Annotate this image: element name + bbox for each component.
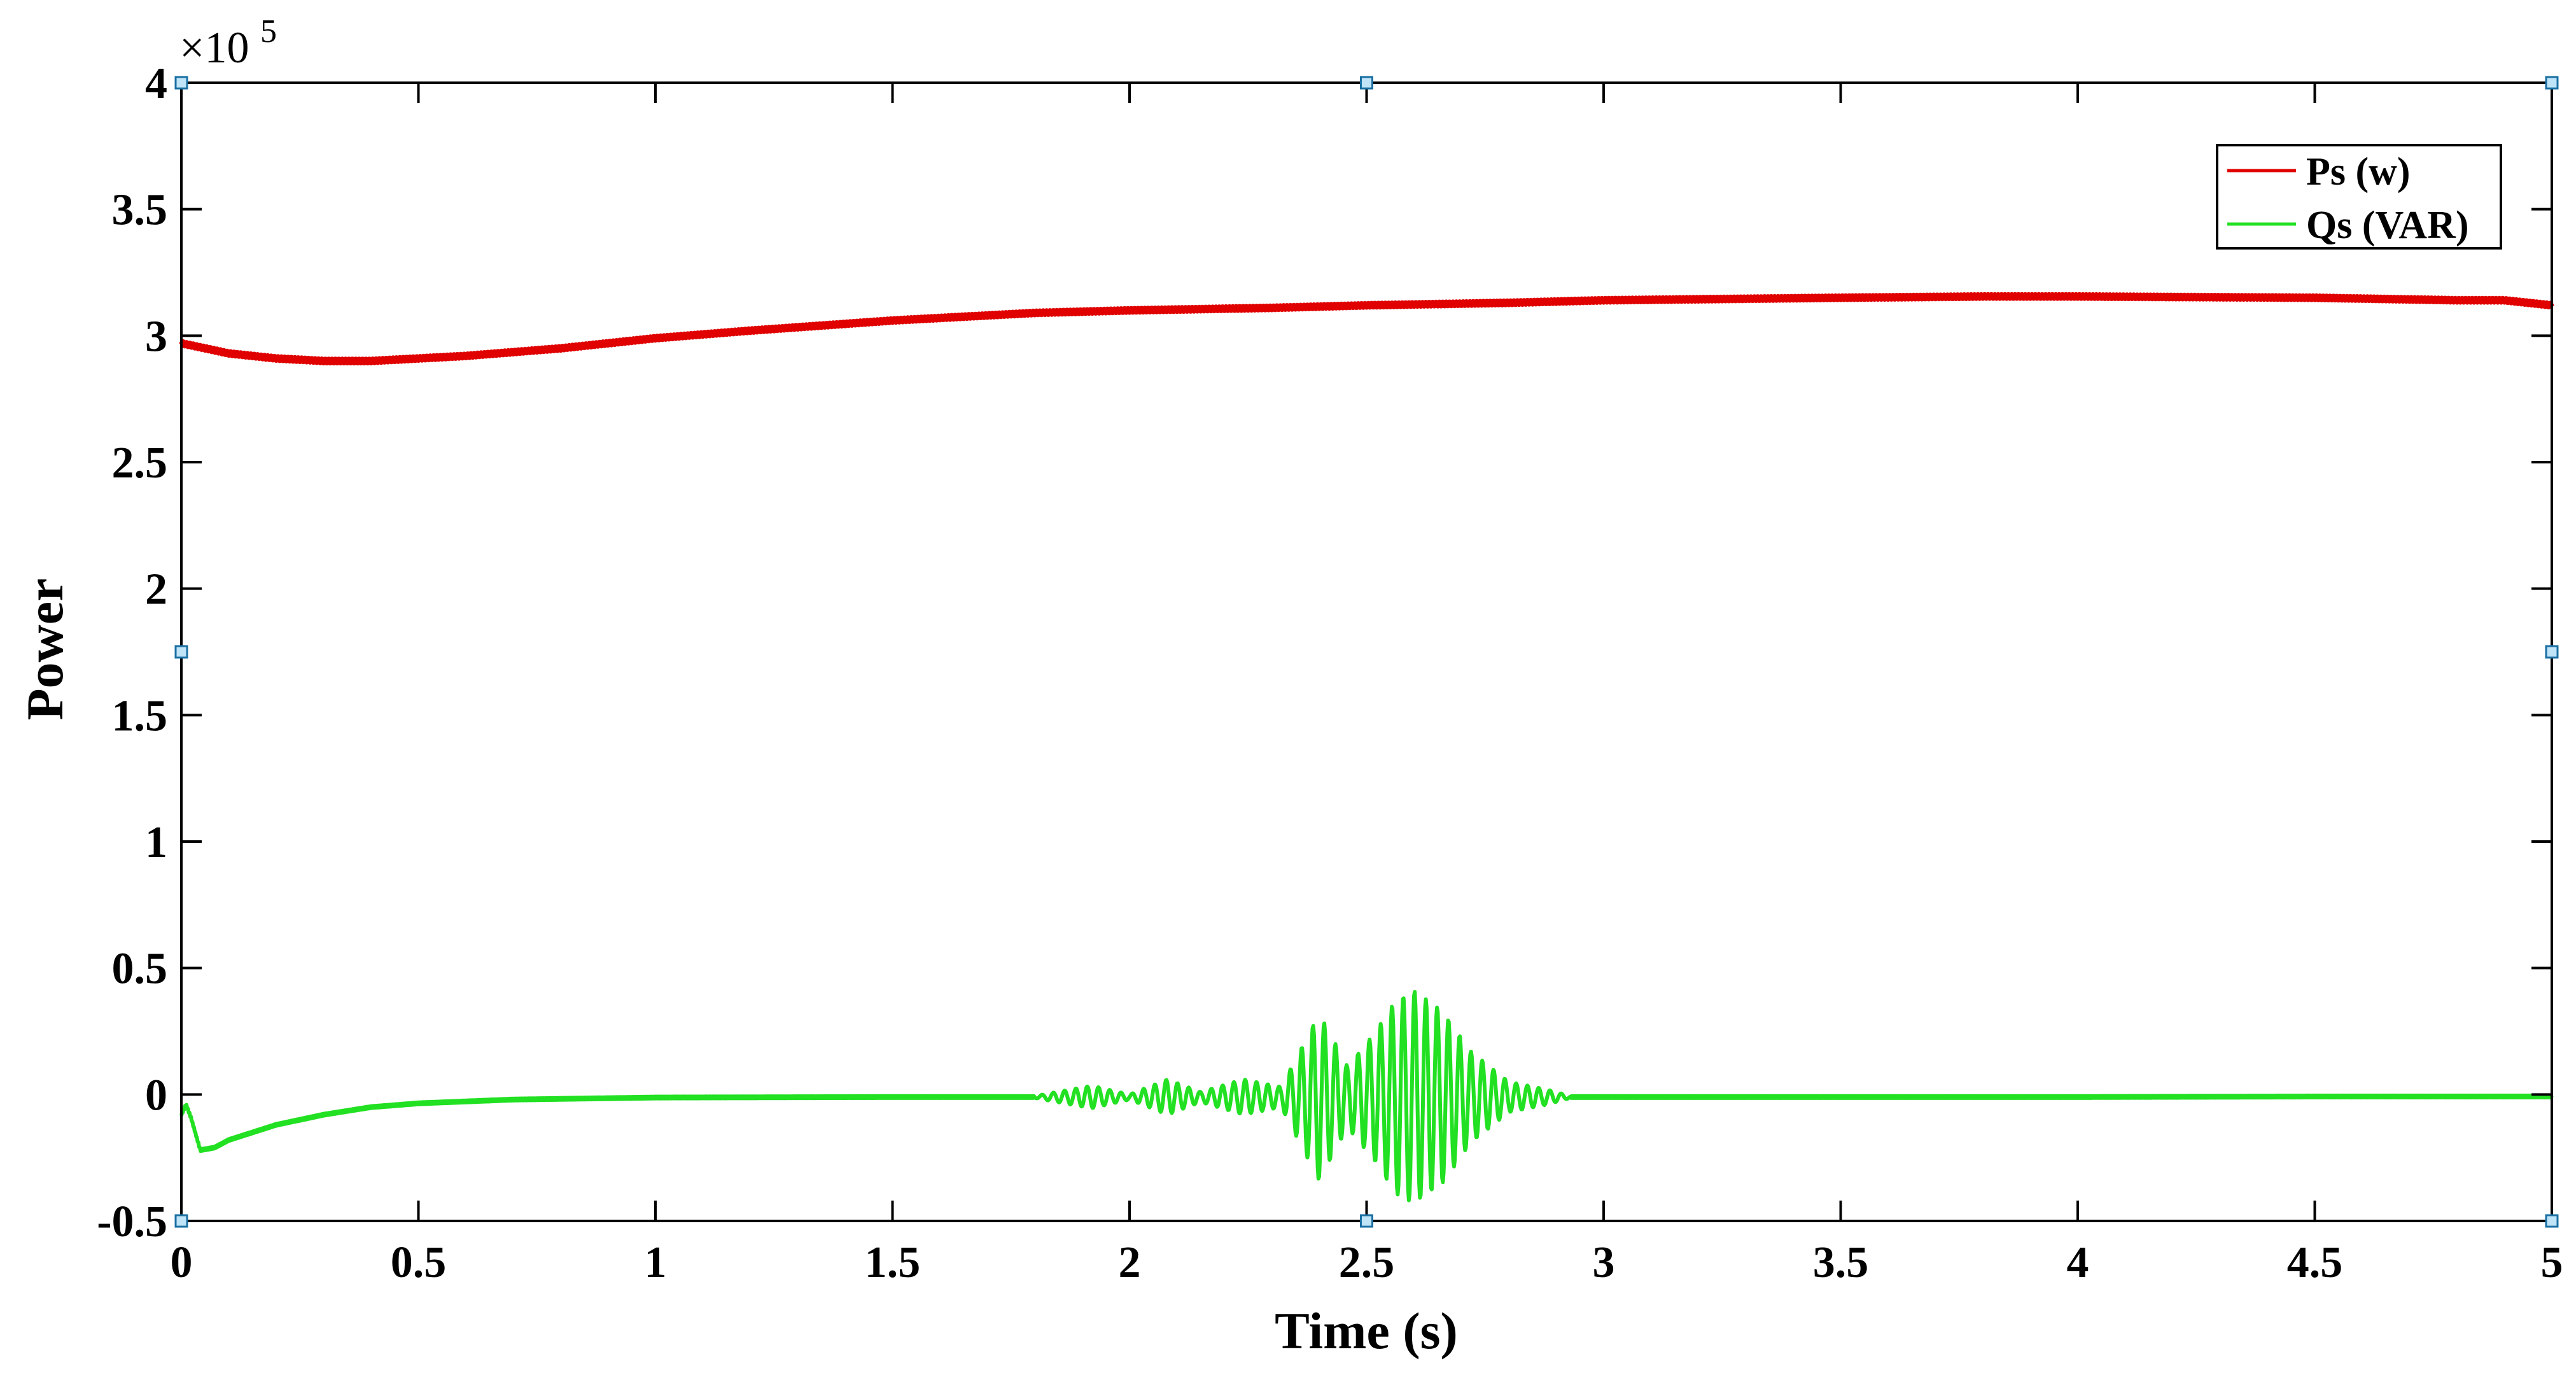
- y-tick-label: 1.5: [112, 691, 168, 740]
- y-tick-label: 2.5: [112, 439, 168, 488]
- y-axis-multiplier: ×10 5: [179, 13, 277, 73]
- y-tick-label: -0.5: [97, 1197, 167, 1246]
- y-tick-label: 2: [145, 565, 167, 614]
- x-tick-label: 3.5: [1813, 1238, 1869, 1287]
- y-axis-label: Power: [16, 578, 74, 720]
- labels-layer: Time (s) Power ×10 5: [16, 13, 1458, 1360]
- x-axis-label: Time (s): [1275, 1302, 1458, 1360]
- selection-handle: [174, 645, 188, 659]
- series-layer: [179, 292, 2554, 1202]
- selection-handle: [1360, 76, 1373, 90]
- y-tick-label: 3: [145, 312, 167, 361]
- x-tick-label: 1.5: [865, 1238, 921, 1287]
- y-axis-multiplier-exponent: 5: [260, 13, 277, 50]
- selection-handle: [2545, 645, 2559, 659]
- legend-box: [2216, 144, 2502, 250]
- legend-label-qs: Qs (VAR): [2306, 204, 2468, 247]
- selection-handle: [174, 76, 188, 90]
- y-tick-label: 0: [145, 1071, 167, 1120]
- x-tick-label: 0: [171, 1238, 193, 1287]
- y-tick-label: 1: [145, 818, 167, 867]
- x-tick-label: 2: [1119, 1238, 1141, 1287]
- legend: Ps (w) Qs (VAR): [2216, 144, 2502, 250]
- x-tick-label: 0.5: [391, 1238, 447, 1287]
- y-tick-label: 4: [145, 59, 167, 108]
- x-tick-label: 1: [645, 1238, 667, 1287]
- x-tick-label: 5: [2541, 1238, 2563, 1287]
- selection-handle: [174, 1214, 188, 1228]
- legend-label-ps: Ps (w): [2306, 150, 2411, 194]
- axes-layer: 0 0.5 1 1.5 2 2.5 3 3.5 4 4.5 5-0.500.511.522.533.…: [97, 59, 2563, 1287]
- y-tick-label: 3.5: [112, 186, 168, 235]
- y-tick-label: 0.5: [112, 945, 168, 994]
- x-tick-label: 3: [1593, 1238, 1615, 1287]
- x-tick-label: 4.5: [2287, 1238, 2343, 1287]
- selection-handle: [2545, 76, 2559, 90]
- series-line-qs: [179, 990, 2554, 1202]
- x-tick-label: 2.5: [1339, 1238, 1395, 1287]
- series-line-ps: [179, 292, 2554, 365]
- y-axis-multiplier-base: ×10: [179, 24, 249, 73]
- x-tick-label: 4: [2067, 1238, 2089, 1287]
- selection-handle: [1360, 1214, 1373, 1228]
- selection-handle: [2545, 1214, 2559, 1228]
